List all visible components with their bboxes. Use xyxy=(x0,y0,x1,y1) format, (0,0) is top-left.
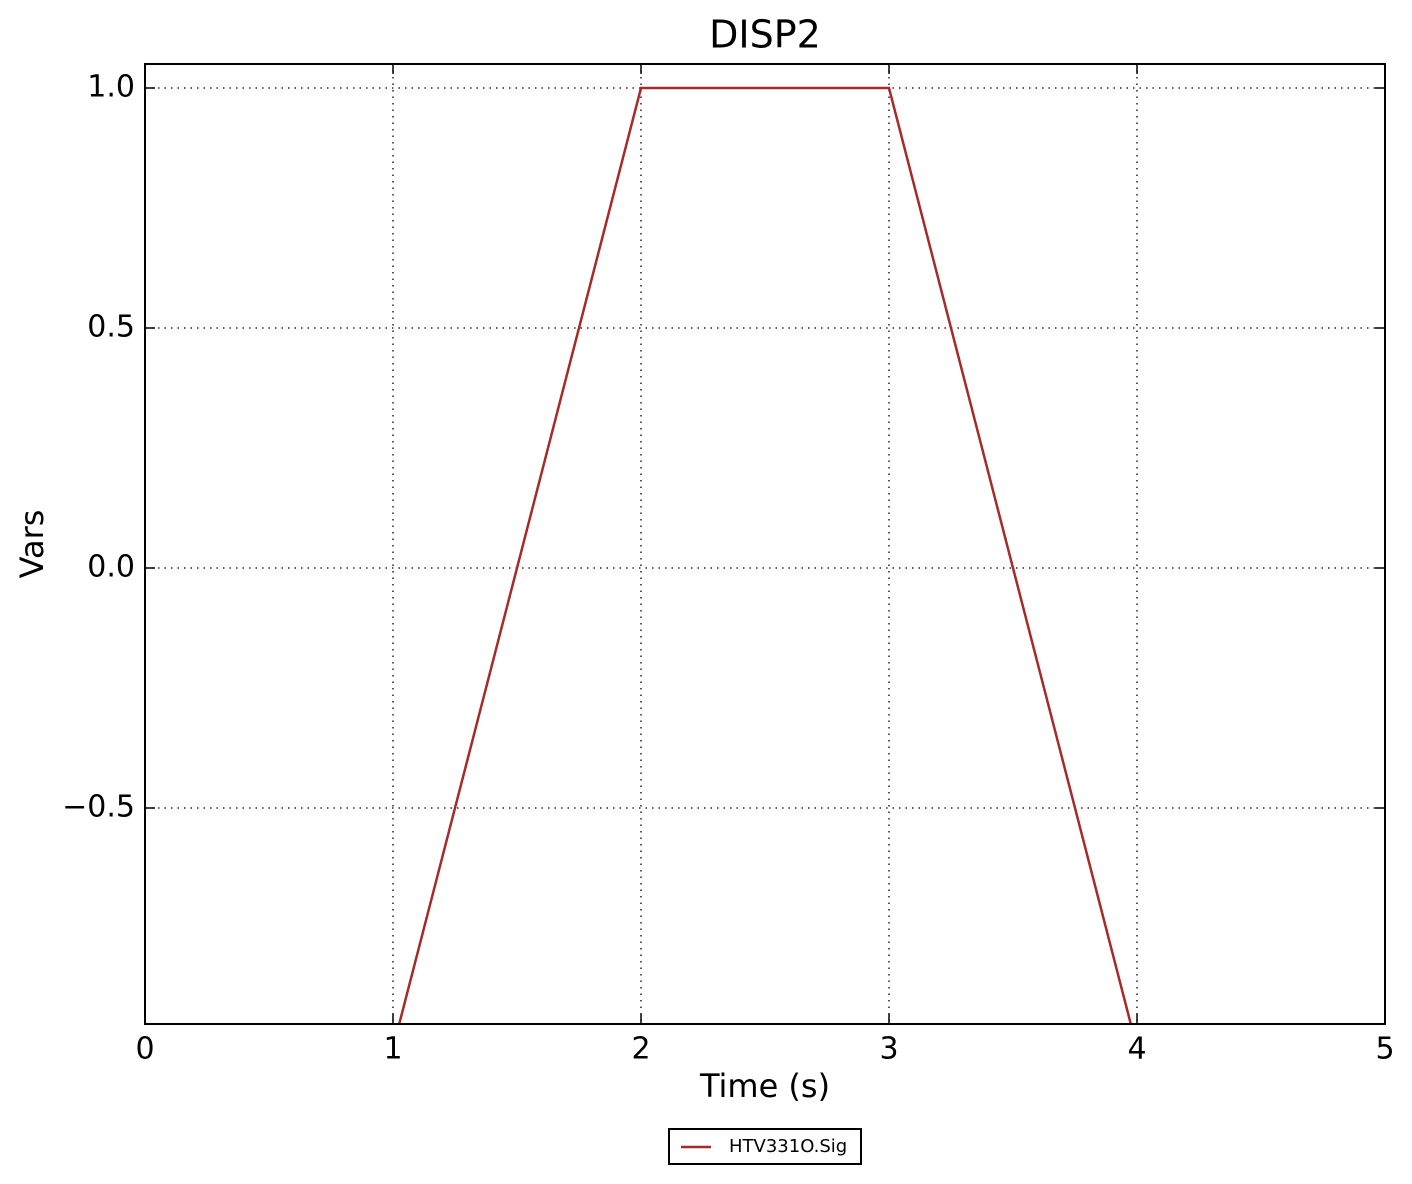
y-tick-label: 1.0 xyxy=(87,70,135,105)
legend-label: HTV331O.Sig xyxy=(729,1136,847,1157)
y-tick-label: −0.5 xyxy=(62,790,135,825)
legend: HTV331O.Sig xyxy=(668,1128,862,1165)
x-tick-label: 1 xyxy=(383,1032,402,1067)
y-axis-label: Vars xyxy=(13,510,51,579)
chart-title: DISP2 xyxy=(709,13,821,57)
plot-frame xyxy=(144,63,1386,1025)
x-tick-label: 0 xyxy=(135,1032,154,1067)
data-line xyxy=(397,86,1133,1024)
x-tick-label: 3 xyxy=(879,1032,898,1067)
x-tick-label: 5 xyxy=(1375,1032,1394,1067)
y-tick-label: 0.0 xyxy=(87,550,135,585)
y-tick-label: 0.5 xyxy=(87,310,135,345)
x-axis-label: Time (s) xyxy=(699,1067,830,1105)
x-tick-label: 2 xyxy=(631,1032,650,1067)
x-tick-label: 4 xyxy=(1127,1032,1146,1067)
